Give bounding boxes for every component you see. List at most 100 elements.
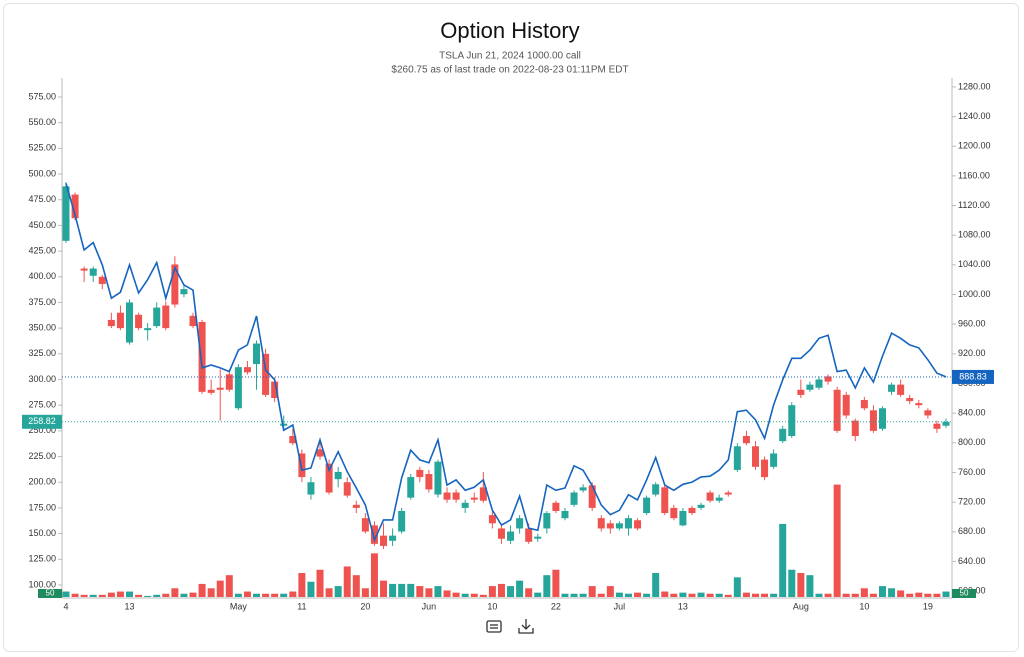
candle-body (588, 485, 596, 508)
y2-tick-label: 1120.00 (958, 200, 990, 210)
volume-bar (461, 593, 469, 597)
y-tick-label: 250.00 (28, 425, 56, 435)
volume-bar (906, 593, 914, 597)
volume-label: 50 (46, 589, 55, 598)
candle-body (924, 410, 932, 416)
candle-body (144, 328, 152, 331)
candle-body (534, 536, 542, 539)
y2-tick-label: 960.00 (958, 319, 986, 329)
candle-body (162, 305, 170, 329)
y-tick-label: 550.00 (28, 117, 56, 127)
candle-body (470, 497, 478, 500)
y-tick-label: 500.00 (28, 168, 56, 178)
candle-body (724, 492, 732, 495)
notes-button[interactable] (486, 620, 502, 633)
y-tick-label: 125.00 (28, 554, 56, 564)
volume-bar (888, 588, 896, 597)
volume-bar (652, 573, 660, 597)
candle-body (398, 510, 406, 532)
x-tick-label: 20 (360, 601, 370, 611)
candle-body (380, 535, 388, 546)
volume-bar (180, 593, 188, 597)
volume-bar (71, 593, 79, 597)
candle-body (289, 436, 297, 444)
candle-body (751, 446, 759, 467)
volume-bar (606, 586, 614, 597)
y-tick-label: 175.00 (28, 502, 56, 512)
candle-body (833, 389, 841, 431)
y-tick-label: 375.00 (28, 297, 56, 307)
candle-body (797, 389, 805, 395)
volume-bar (643, 593, 651, 597)
volume-bar (225, 575, 233, 597)
volume-bar (507, 586, 515, 597)
y2-tick-label: 640.00 (958, 556, 986, 566)
y-tick-label: 575.00 (28, 91, 56, 101)
volume-bar (860, 588, 868, 597)
volume-bar (706, 593, 714, 597)
candle-body (624, 518, 632, 529)
candle-body (715, 497, 723, 501)
candle-body (570, 492, 578, 505)
volume-bar (742, 592, 750, 597)
volume-bar (570, 593, 578, 597)
candle-body (733, 446, 741, 470)
volume-bar (316, 569, 324, 597)
volume-bar (942, 591, 950, 597)
candle-body (207, 389, 215, 393)
candle-body (552, 502, 560, 511)
volume-bar (588, 586, 596, 597)
volume-bar (525, 588, 533, 597)
candle-body (452, 492, 460, 500)
volume-bar (352, 575, 360, 597)
volume-bar (770, 593, 778, 597)
candle-body (262, 353, 270, 395)
y2-tick-label: 1000.00 (958, 289, 991, 299)
candle-body (234, 367, 242, 409)
candle-body (180, 289, 188, 295)
candle-body (543, 513, 551, 529)
candle-body (706, 492, 714, 501)
candle-body (824, 376, 832, 382)
candle-body (851, 420, 859, 437)
y2-tick-label: 800.00 (958, 437, 986, 447)
volume-bar (670, 593, 678, 597)
candle-body (579, 487, 587, 491)
volume-bar (271, 593, 279, 597)
candle-body (89, 268, 97, 276)
volume-bar (434, 586, 442, 597)
candle-body (770, 453, 778, 467)
x-tick-label: May (230, 601, 248, 611)
download-button[interactable] (518, 619, 534, 634)
volume-bar (733, 577, 741, 597)
price-line (65, 183, 947, 543)
candle-body (135, 314, 143, 329)
candle-body (407, 477, 415, 498)
candle-body (189, 315, 197, 327)
volume-bar (334, 586, 342, 597)
y-tick-label: 400.00 (28, 271, 56, 281)
volume-bar (779, 523, 787, 597)
volume-bar (416, 586, 424, 597)
volume-bar (634, 592, 642, 597)
volume-bar (380, 580, 388, 597)
volume-bar (688, 593, 696, 597)
y2-tick-label: 680.00 (958, 526, 986, 536)
candle-body (869, 410, 877, 431)
candle-body (80, 268, 88, 271)
volume-bar (171, 588, 179, 597)
volume-bar (153, 594, 161, 597)
y2-tick-label: 840.00 (958, 408, 986, 418)
volume-bar (579, 593, 587, 597)
y-tick-label: 275.00 (28, 400, 56, 410)
candle-body (670, 507, 678, 519)
volume-bar (343, 566, 351, 597)
candle-body (634, 520, 642, 529)
candle-body (434, 461, 442, 495)
volume-bar (751, 593, 759, 597)
y-tick-label: 425.00 (28, 245, 56, 255)
volume-bar (443, 590, 451, 597)
x-tick-label: 4 (63, 601, 68, 611)
volume-bar (897, 590, 905, 597)
volume-bar (543, 575, 551, 597)
